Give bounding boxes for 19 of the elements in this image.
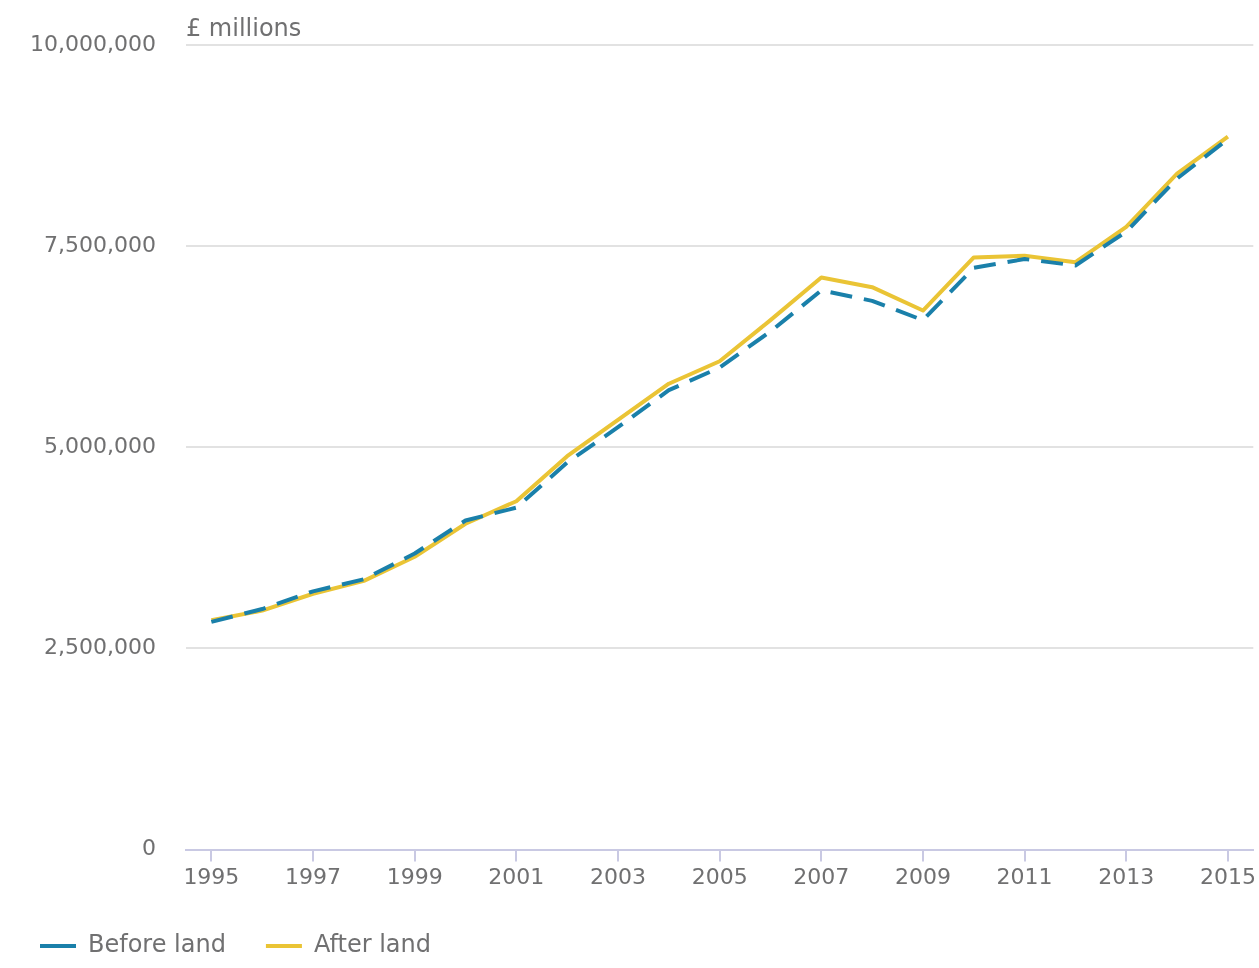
x-tick-label: 1997	[285, 863, 342, 889]
x-tick-label: 2007	[793, 863, 850, 889]
y-tick-label: 5,000,000	[43, 433, 156, 459]
x-tick-label: 2009	[894, 863, 951, 889]
x-tick-label: 2015	[1199, 863, 1256, 889]
legend-label: Before land	[88, 930, 226, 959]
x-tick-label: 1995	[183, 863, 240, 889]
y-tick-label: 2,500,000	[43, 634, 156, 660]
y-tick-label: 7,500,000	[43, 231, 156, 257]
x-tick-label: 2003	[589, 863, 646, 889]
x-tick-label: 2001	[488, 863, 545, 889]
legend-label: After land	[313, 930, 432, 959]
x-tick-label: 1999	[386, 863, 443, 889]
y-tick-label: 10,000,000	[29, 30, 156, 56]
y-tick-label: 0	[141, 835, 156, 861]
x-tick-label: 2011	[996, 863, 1053, 889]
y-axis-title: £ millions	[185, 14, 302, 43]
x-tick-label: 2005	[691, 863, 748, 889]
x-tick-label: 2013	[1098, 863, 1155, 889]
